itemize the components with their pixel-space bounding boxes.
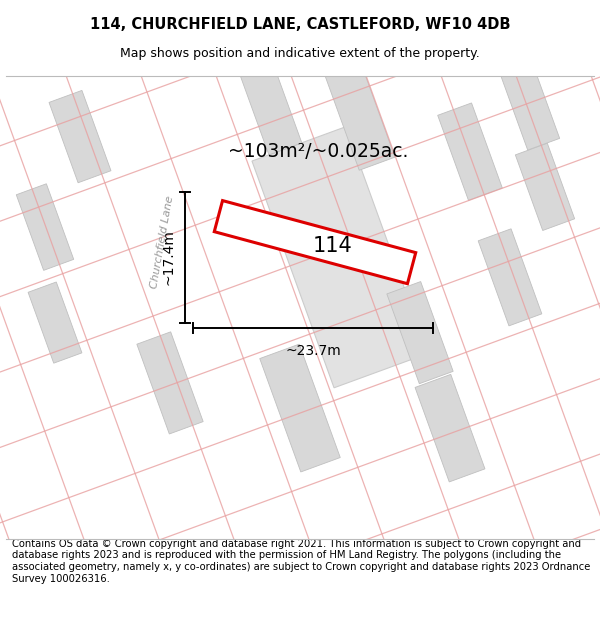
Polygon shape — [110, 76, 220, 539]
Polygon shape — [0, 106, 600, 453]
Polygon shape — [500, 62, 560, 150]
Polygon shape — [260, 344, 340, 472]
Polygon shape — [49, 91, 111, 182]
Polygon shape — [16, 184, 74, 271]
Polygon shape — [214, 201, 416, 284]
Polygon shape — [252, 127, 428, 388]
Text: ~23.7m: ~23.7m — [285, 344, 341, 357]
Text: 114, CHURCHFIELD LANE, CASTLEFORD, WF10 4DB: 114, CHURCHFIELD LANE, CASTLEFORD, WF10 … — [90, 17, 510, 32]
Polygon shape — [478, 229, 542, 326]
Polygon shape — [437, 103, 502, 201]
Text: Map shows position and indicative extent of the property.: Map shows position and indicative extent… — [120, 48, 480, 60]
Polygon shape — [238, 58, 302, 155]
Text: Contains OS data © Crown copyright and database right 2021. This information is : Contains OS data © Crown copyright and d… — [12, 539, 590, 584]
Polygon shape — [325, 62, 395, 170]
Polygon shape — [415, 374, 485, 482]
Polygon shape — [515, 143, 575, 231]
Polygon shape — [137, 332, 203, 434]
Polygon shape — [28, 282, 82, 363]
Text: ~17.4m: ~17.4m — [161, 229, 175, 285]
Text: 114: 114 — [313, 236, 353, 256]
Polygon shape — [387, 282, 453, 384]
Text: Churchfield Lane: Churchfield Lane — [149, 195, 175, 289]
Text: ~103m²/~0.025ac.: ~103m²/~0.025ac. — [228, 142, 408, 161]
